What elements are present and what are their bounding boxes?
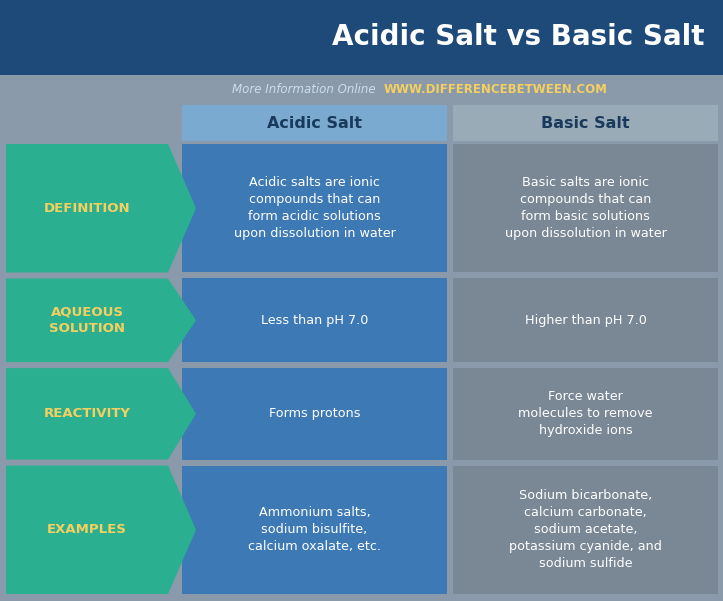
Text: Basic salts are ionic
compounds that can
form basic solutions
upon dissolution i: Basic salts are ionic compounds that can… (505, 176, 667, 240)
Text: Force water
molecules to remove
hydroxide ions: Force water molecules to remove hydroxid… (518, 390, 653, 438)
FancyBboxPatch shape (182, 105, 447, 141)
Polygon shape (6, 368, 196, 460)
Text: More Information Online: More Information Online (232, 84, 383, 97)
FancyBboxPatch shape (453, 105, 718, 141)
Text: Acidic Salt vs Basic Salt: Acidic Salt vs Basic Salt (333, 23, 705, 52)
Text: DEFINITION: DEFINITION (43, 202, 130, 215)
FancyBboxPatch shape (453, 144, 718, 272)
Text: Acidic Salt: Acidic Salt (267, 115, 362, 130)
Text: AQUEOUS
SOLUTION: AQUEOUS SOLUTION (49, 306, 125, 335)
FancyBboxPatch shape (182, 368, 447, 460)
FancyBboxPatch shape (182, 144, 447, 272)
FancyBboxPatch shape (453, 368, 718, 460)
Polygon shape (6, 278, 196, 362)
Text: Higher than pH 7.0: Higher than pH 7.0 (525, 314, 646, 327)
Text: Basic Salt: Basic Salt (542, 115, 630, 130)
Text: Sodium bicarbonate,
calcium carbonate,
sodium acetate,
potassium cyanide, and
so: Sodium bicarbonate, calcium carbonate, s… (509, 489, 662, 570)
FancyBboxPatch shape (453, 278, 718, 362)
Text: Less than pH 7.0: Less than pH 7.0 (261, 314, 368, 327)
FancyBboxPatch shape (182, 466, 447, 594)
FancyBboxPatch shape (182, 278, 447, 362)
FancyBboxPatch shape (0, 0, 723, 75)
Text: EXAMPLES: EXAMPLES (47, 523, 127, 536)
Text: REACTIVITY: REACTIVITY (43, 407, 130, 420)
FancyBboxPatch shape (453, 466, 718, 594)
Text: Acidic salts are ionic
compounds that can
form acidic solutions
upon dissolution: Acidic salts are ionic compounds that ca… (234, 176, 395, 240)
Polygon shape (6, 144, 196, 272)
Polygon shape (6, 466, 196, 594)
Text: Ammonium salts,
sodium bisulfite,
calcium oxalate, etc.: Ammonium salts, sodium bisulfite, calciu… (248, 506, 381, 554)
Text: Forms protons: Forms protons (269, 407, 360, 420)
Text: WWW.DIFFERENCEBETWEEN.COM: WWW.DIFFERENCEBETWEEN.COM (383, 84, 607, 97)
